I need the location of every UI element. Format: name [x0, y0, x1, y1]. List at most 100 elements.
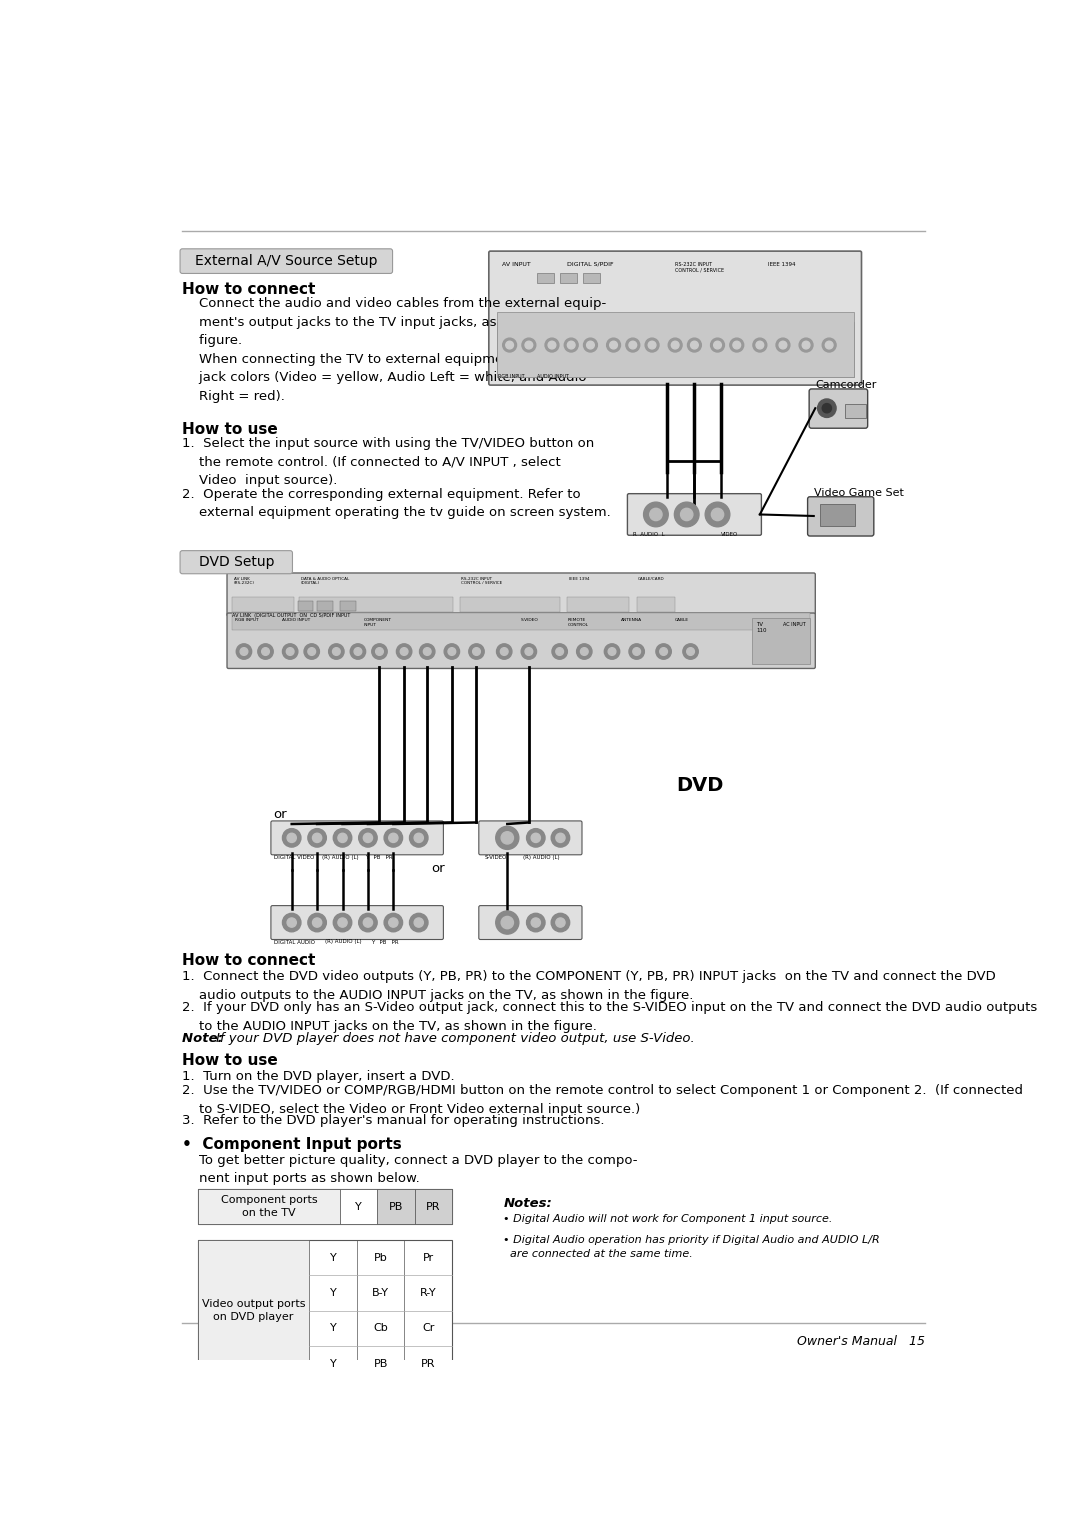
Text: If your DVD player does not have component video output, use S-Video.: If your DVD player does not have compone…: [216, 1031, 696, 1045]
Circle shape: [583, 338, 597, 351]
Circle shape: [328, 643, 345, 659]
FancyBboxPatch shape: [227, 573, 815, 616]
Text: (R) AUDIO (L): (R) AUDIO (L): [325, 940, 362, 944]
Circle shape: [629, 341, 637, 348]
Circle shape: [607, 338, 621, 351]
Circle shape: [777, 338, 789, 351]
Bar: [198, 1239, 451, 1381]
Circle shape: [363, 833, 373, 842]
Text: Notes:: Notes:: [503, 1196, 552, 1210]
FancyBboxPatch shape: [627, 494, 761, 535]
Bar: [198, 1189, 451, 1224]
Circle shape: [705, 503, 730, 527]
Circle shape: [522, 643, 537, 659]
Circle shape: [384, 914, 403, 932]
Circle shape: [384, 828, 403, 847]
Circle shape: [350, 643, 366, 659]
Circle shape: [556, 648, 564, 656]
Text: •  Component Input ports: • Component Input ports: [183, 1137, 402, 1152]
Circle shape: [409, 914, 428, 932]
Circle shape: [359, 914, 377, 932]
Circle shape: [308, 648, 315, 656]
Circle shape: [287, 833, 296, 842]
Text: DVD Setup: DVD Setup: [199, 555, 274, 570]
Bar: [198, 1189, 340, 1224]
Circle shape: [531, 918, 540, 927]
Text: COMPONENT
INPUT: COMPONENT INPUT: [363, 619, 391, 626]
Text: TV
110: TV 110: [756, 622, 767, 633]
Circle shape: [333, 648, 340, 656]
Circle shape: [376, 648, 383, 656]
FancyBboxPatch shape: [478, 906, 582, 940]
Circle shape: [334, 828, 352, 847]
Circle shape: [525, 341, 532, 348]
Text: How to connect: How to connect: [183, 283, 315, 296]
Text: Y: Y: [329, 1323, 337, 1334]
Bar: [636, 597, 675, 613]
Circle shape: [822, 338, 836, 351]
Circle shape: [308, 914, 326, 932]
Circle shape: [822, 403, 832, 413]
Circle shape: [551, 828, 569, 847]
Circle shape: [799, 338, 813, 351]
Circle shape: [549, 341, 556, 348]
Circle shape: [283, 643, 298, 659]
Bar: [845, 405, 866, 419]
Text: How to use: How to use: [183, 1053, 279, 1068]
Circle shape: [580, 648, 589, 656]
Text: Pb: Pb: [374, 1253, 388, 1262]
Circle shape: [656, 643, 672, 659]
Text: AUDIO INPUT: AUDIO INPUT: [537, 374, 568, 379]
Text: Cb: Cb: [374, 1323, 388, 1334]
Text: Y: Y: [355, 1201, 362, 1212]
Text: • Digital Audio operation has priority if Digital Audio and AUDIO L/R
  are conn: • Digital Audio operation has priority i…: [503, 1235, 880, 1259]
Circle shape: [551, 914, 569, 932]
Circle shape: [564, 338, 578, 351]
FancyBboxPatch shape: [808, 497, 874, 536]
Bar: [198, 1239, 309, 1381]
Bar: [497, 322, 854, 377]
Text: DIGITAL VIDEO: DIGITAL VIDEO: [274, 854, 314, 860]
Bar: [298, 602, 313, 611]
Text: R-Y: R-Y: [420, 1288, 436, 1297]
Text: 2.  Operate the corresponding external equipment. Refer to
    external equipmen: 2. Operate the corresponding external eq…: [183, 487, 611, 520]
Text: PB: PB: [389, 1201, 403, 1212]
Circle shape: [389, 918, 397, 927]
Circle shape: [308, 828, 326, 847]
Circle shape: [531, 833, 540, 842]
Circle shape: [556, 833, 565, 842]
Circle shape: [444, 643, 460, 659]
Text: Y: Y: [329, 1358, 337, 1369]
Circle shape: [389, 833, 397, 842]
FancyBboxPatch shape: [489, 251, 862, 385]
Circle shape: [733, 341, 741, 348]
Circle shape: [525, 648, 532, 656]
FancyBboxPatch shape: [809, 390, 867, 428]
Circle shape: [409, 828, 428, 847]
Circle shape: [650, 509, 662, 521]
Text: Y   PB   PR: Y PB PR: [365, 854, 392, 860]
Text: How to use: How to use: [183, 422, 279, 437]
Text: • Digital Audio will not work for Component 1 input source.: • Digital Audio will not work for Compon…: [503, 1213, 833, 1224]
Circle shape: [680, 509, 693, 521]
Circle shape: [545, 338, 558, 351]
Bar: [820, 504, 854, 526]
Circle shape: [286, 648, 294, 656]
Text: CABLE/CARD: CABLE/CARD: [638, 578, 665, 581]
Circle shape: [552, 643, 567, 659]
Text: B-Y: B-Y: [373, 1288, 389, 1297]
Circle shape: [312, 918, 322, 927]
Circle shape: [419, 643, 435, 659]
Circle shape: [527, 828, 545, 847]
Circle shape: [626, 338, 639, 351]
Text: How to connect: How to connect: [183, 953, 315, 969]
Circle shape: [629, 643, 645, 659]
Circle shape: [756, 341, 764, 348]
Text: PR: PR: [426, 1201, 441, 1212]
Circle shape: [712, 509, 724, 521]
Text: or: or: [431, 862, 445, 876]
Circle shape: [527, 914, 545, 932]
Text: S-VIDEO: S-VIDEO: [484, 854, 507, 860]
Circle shape: [818, 399, 836, 417]
Text: CABLE: CABLE: [675, 619, 689, 622]
